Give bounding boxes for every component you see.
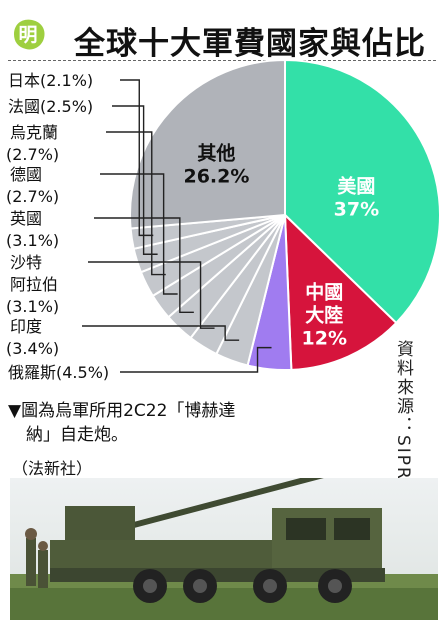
- page-title: 全球十大軍費國家與佔比: [74, 26, 426, 62]
- slice-label-0-0: 美國: [337, 174, 375, 197]
- ming-pao-logo-icon: 明: [14, 19, 45, 50]
- caption-line-2: 納」自走炮。: [26, 425, 128, 445]
- slice-label-1-1: 大陸: [305, 304, 343, 327]
- leader-line-8: [112, 105, 158, 255]
- outside-label-2: 俄羅斯(4.5%): [8, 363, 109, 382]
- outside-label-6-0: 德國: [10, 165, 42, 184]
- artillery-photo: [10, 478, 438, 620]
- leader-line-2: [120, 346, 272, 373]
- source-note: 資料來源：SIPRI: [393, 340, 413, 488]
- leader-lines: [82, 79, 272, 373]
- outside-value-5: (3.1%): [6, 231, 59, 250]
- title-divider: [8, 60, 436, 61]
- pie-slice-1: [283, 212, 398, 371]
- slice-label-1-0: 中國: [305, 281, 343, 304]
- slice-label-10-0: 其他: [197, 142, 235, 165]
- slice-value-10: 26.2%: [183, 166, 249, 188]
- photo-caption: ▼圖為烏軍所用2C22「博赫達 納」自走炮。: [8, 399, 308, 447]
- outside-label-5-0: 英國: [10, 209, 42, 228]
- outside-value-3: (3.4%): [6, 339, 59, 358]
- slice-value-1: 12%: [302, 328, 347, 350]
- outside-label-4-1: 阿拉伯: [10, 275, 58, 294]
- svg-text:明: 明: [18, 24, 37, 46]
- leader-line-4: [88, 261, 215, 329]
- outside-value-4: (3.1%): [6, 297, 59, 316]
- outside-value-7: (2.7%): [6, 145, 59, 164]
- header: 明 全球十大軍費國家與佔比: [8, 10, 440, 62]
- slice-value-0: 37%: [334, 198, 379, 220]
- leader-line-7: [106, 131, 166, 276]
- leader-line-6: [100, 173, 178, 295]
- outside-value-6: (2.7%): [6, 187, 59, 206]
- outside-label-3-0: 印度: [10, 317, 42, 336]
- leader-line-9: [120, 79, 154, 237]
- outside-label-9: 日本(2.1%): [8, 71, 93, 90]
- pie-slices: [129, 58, 441, 371]
- pie-slice-10: [129, 58, 286, 230]
- leader-line-5: [94, 217, 194, 313]
- caption-line-1: ▼圖為烏軍所用2C22「博赫達: [8, 401, 236, 421]
- photo-credit: （法新社）: [12, 459, 93, 478]
- pie-slice-0: [284, 58, 441, 325]
- outside-label-7-0: 烏克蘭: [10, 123, 58, 142]
- leader-line-3: [82, 325, 240, 341]
- outside-label-8: 法國(2.5%): [8, 97, 93, 116]
- outside-label-4-0: 沙特: [10, 253, 42, 272]
